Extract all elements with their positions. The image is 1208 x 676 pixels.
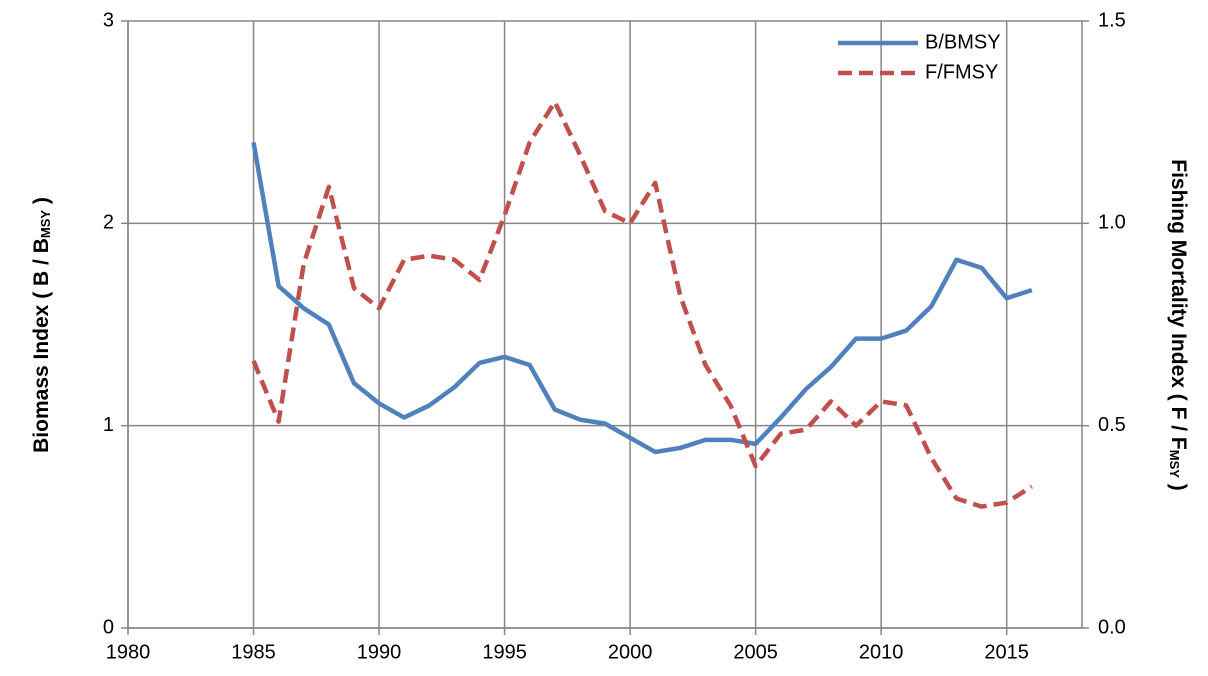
y-tick-label: 2 xyxy=(103,212,114,234)
y2-tick-label: 0.5 xyxy=(1098,414,1126,436)
legend-label: F/FMSY xyxy=(925,61,998,83)
y2-label-end: ) xyxy=(1167,478,1190,491)
x-tick-label: 1995 xyxy=(482,641,527,663)
x-tick-label: 2015 xyxy=(984,641,1029,663)
y2-label-sub: MSY xyxy=(1167,450,1182,479)
y2-tick-label: 1.5 xyxy=(1098,9,1126,31)
series-line xyxy=(251,99,1034,509)
series-line xyxy=(251,142,1033,455)
y-label-end: ) xyxy=(30,197,53,210)
y2-tick-label: 0.0 xyxy=(1098,616,1126,638)
x-tick-label: 2005 xyxy=(733,641,778,663)
y2-label-main: Fishing Mortality Index ( F / F xyxy=(1167,159,1190,450)
y-label-sub: MSY xyxy=(38,210,53,239)
y-tick-label: 3 xyxy=(103,9,114,31)
x-tick-label: 2000 xyxy=(608,641,653,663)
y-axis-title: Biomass Index ( B / BMSY ) xyxy=(30,197,54,453)
x-tick-label: 1985 xyxy=(231,641,276,663)
x-tick-label: 1990 xyxy=(357,641,402,663)
legend-label: B/BMSY xyxy=(925,31,1001,53)
y-tick-label: 1 xyxy=(103,414,114,436)
x-tick-label: 2010 xyxy=(859,641,904,663)
y-tick-label: 0 xyxy=(103,616,114,638)
y2-tick-label: 1.0 xyxy=(1098,212,1126,234)
y-label-main: Biomass Index ( B / B xyxy=(30,238,53,453)
x-tick-label: 1980 xyxy=(106,641,151,663)
y2-axis-title: Fishing Mortality Index ( F / FMSY ) xyxy=(1167,159,1191,491)
